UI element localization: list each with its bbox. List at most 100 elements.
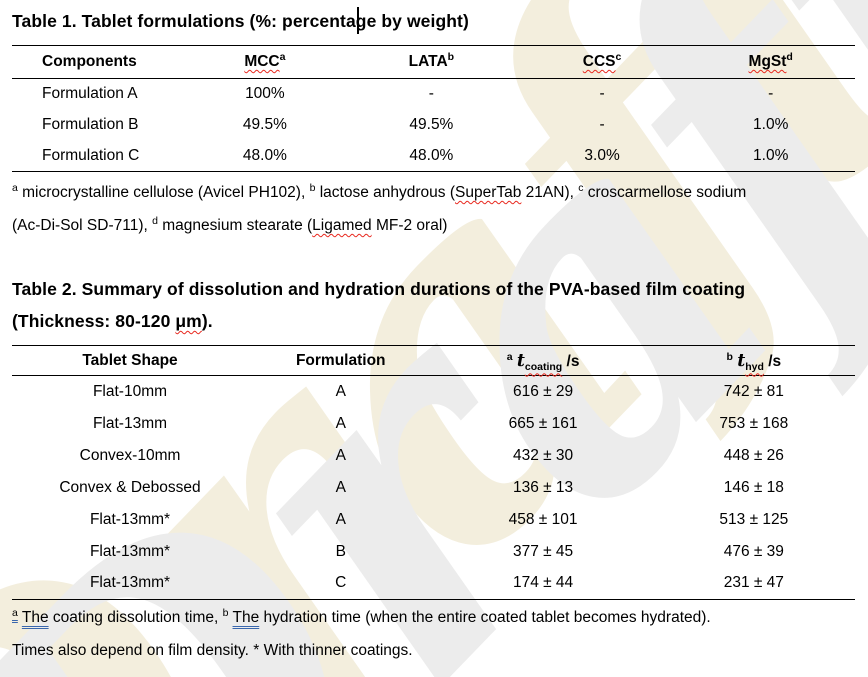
table-cell[interactable]: A	[335, 446, 346, 464]
table-cell[interactable]: B	[335, 542, 346, 560]
table-cell[interactable]: 458 ± 101	[508, 510, 578, 528]
table-row: Formulation B 49.5% 49.5% - 1.0%	[12, 110, 855, 141]
dissolution-table: Tablet Shape Formulation a tcoating /s b…	[12, 345, 855, 600]
table-cell[interactable]: 146 ± 18	[723, 478, 784, 496]
text-segment: hydration time (when the entire coated t…	[259, 609, 711, 626]
column-header-formulation[interactable]: Formulation	[248, 346, 433, 376]
text-segment: Ligamed	[312, 217, 372, 234]
dissolution-table-body: Flat-10mm A 616 ± 29 742 ± 81 Flat-13mm A 665 …	[12, 376, 855, 600]
table-header-row: Tablet Shape Formulation a tcoating /s b…	[12, 346, 855, 376]
text-segment: Components	[42, 53, 137, 70]
table-cell[interactable]: 48.0%	[409, 146, 454, 164]
text-segment: /s	[763, 352, 782, 370]
table-cell[interactable]: 3.0%	[584, 146, 620, 164]
text-segment: lactose anhydrous (	[315, 184, 455, 201]
table-cell[interactable]: 476 ± 39	[723, 542, 784, 560]
table-row: Flat-10mm A 616 ± 29 742 ± 81	[12, 376, 855, 408]
superscript: d	[152, 215, 158, 227]
column-header-mcc[interactable]: MCCa	[185, 46, 345, 79]
table-header-row: Components MCCa LATAb CCSc MgStd	[12, 46, 855, 79]
table-row: Convex & Debossed A 136 ± 13 146 ± 18	[12, 472, 855, 504]
column-header-lata[interactable]: LATAb	[345, 46, 518, 79]
table-cell[interactable]: -	[428, 85, 434, 103]
table-cell[interactable]: A	[335, 414, 346, 432]
table-cell[interactable]: Formulation A	[42, 85, 138, 103]
table-cell[interactable]: 616 ± 29	[512, 382, 574, 400]
table-cell[interactable]: 174 ± 44	[512, 574, 574, 592]
table-cell[interactable]: Flat-13mm*	[89, 542, 171, 560]
text-segment: coating dissolution time,	[48, 609, 223, 626]
table-row: Formulation A 100% - - -	[12, 79, 855, 110]
table-cell[interactable]: A	[335, 382, 346, 400]
table-cell[interactable]: 1.0%	[753, 116, 789, 133]
text-segment: LATA	[408, 53, 448, 70]
column-header-mgst[interactable]: MgStd	[686, 46, 855, 79]
table-cell[interactable]: 432 ± 30	[512, 446, 574, 464]
column-header-t-hyd[interactable]: b thyd /s	[653, 346, 855, 376]
table-cell[interactable]: 49.5%	[242, 116, 287, 133]
table-cell[interactable]: 100%	[245, 85, 285, 103]
table-row: Flat-13mm A 665 ± 161 753 ± 168	[12, 408, 855, 440]
table-cell[interactable]: C	[335, 574, 347, 592]
table-cell[interactable]: -	[768, 85, 774, 103]
text-segment: croscarmellose sodium	[583, 184, 747, 201]
superscript: b	[309, 182, 316, 194]
table-cell[interactable]: -	[599, 85, 605, 103]
table-cell[interactable]: 665 ± 161	[508, 414, 578, 432]
table1-footnote[interactable]: a microcrystalline cellulose (Avicel PH1…	[12, 177, 856, 243]
superscript: c	[615, 51, 622, 63]
table-cell[interactable]: 448 ± 26	[723, 446, 784, 464]
text-segment: The	[232, 609, 260, 626]
table-cell[interactable]: Formulation C	[42, 146, 140, 164]
table-row: Flat-13mm* B 377 ± 45 476 ± 39	[12, 536, 855, 568]
superscript: a	[12, 607, 18, 619]
table-cell[interactable]: -	[599, 116, 605, 133]
table1-caption[interactable]: Table 1. Tablet formulations (%: percent…	[12, 11, 469, 31]
table2-caption[interactable]: Table 2. Summary of dissolution and hydr…	[12, 273, 860, 337]
column-header-components[interactable]: Components	[12, 46, 185, 79]
text-segment: MCC	[244, 53, 280, 70]
text-segment: μm	[175, 311, 202, 331]
text-segment: ).	[201, 311, 213, 331]
table-cell[interactable]: 1.0%	[753, 146, 789, 164]
text-segment: The	[21, 609, 49, 626]
table-cell[interactable]: 377 ± 45	[512, 542, 574, 560]
table-cell[interactable]: Flat-13mm	[92, 414, 168, 432]
table-cell[interactable]: Convex & Debossed	[59, 478, 201, 496]
table-cell[interactable]: 231 ± 47	[723, 574, 784, 592]
text-segment: MgSt	[748, 53, 787, 70]
table-row: Convex-10mm A 432 ± 30 448 ± 26	[12, 440, 855, 472]
text-segment: Times also depend on film density. * Wit…	[12, 642, 413, 659]
text-segment: /s	[562, 352, 580, 370]
table-cell[interactable]: 513 ± 125	[719, 510, 789, 528]
table-cell[interactable]: 48.0%	[242, 146, 287, 164]
text-segment: SuperTab	[455, 184, 522, 201]
column-header-tablet-shape[interactable]: Tablet Shape	[12, 346, 248, 376]
table2-footnote[interactable]: a The coating dissolution time, b The hy…	[12, 602, 856, 666]
table-cell[interactable]: 742 ± 81	[723, 382, 784, 400]
column-header-ccs[interactable]: CCSc	[518, 46, 687, 79]
table-cell[interactable]: Flat-13mm*	[89, 510, 171, 528]
text-segment: t	[516, 350, 525, 371]
table-cell[interactable]: Flat-10mm	[92, 382, 168, 400]
text-segment: (Ac-Di-Sol SD-711),	[12, 217, 153, 234]
text-cursor	[357, 7, 359, 34]
table-cell[interactable]: 136 ± 13	[512, 478, 574, 496]
superscript: a	[279, 51, 286, 63]
table-cell[interactable]: Convex-10mm	[79, 446, 181, 464]
column-header-t-coating[interactable]: a tcoating /s	[433, 346, 652, 376]
table-cell[interactable]: Formulation B	[42, 116, 139, 133]
text-segment: Tablet Shape	[82, 351, 178, 369]
table-cell[interactable]: 49.5%	[409, 116, 454, 133]
subscript: coating	[524, 360, 563, 373]
superscript: d	[786, 51, 793, 63]
superscript: b	[726, 350, 733, 363]
superscript: b	[222, 607, 229, 619]
table-cell[interactable]: Flat-13mm*	[89, 574, 171, 592]
table-cell[interactable]: A	[335, 478, 346, 496]
text-segment: MF-2 oral)	[371, 217, 448, 234]
table-cell[interactable]: 753 ± 168	[719, 414, 789, 432]
table-cell[interactable]: A	[335, 510, 346, 528]
